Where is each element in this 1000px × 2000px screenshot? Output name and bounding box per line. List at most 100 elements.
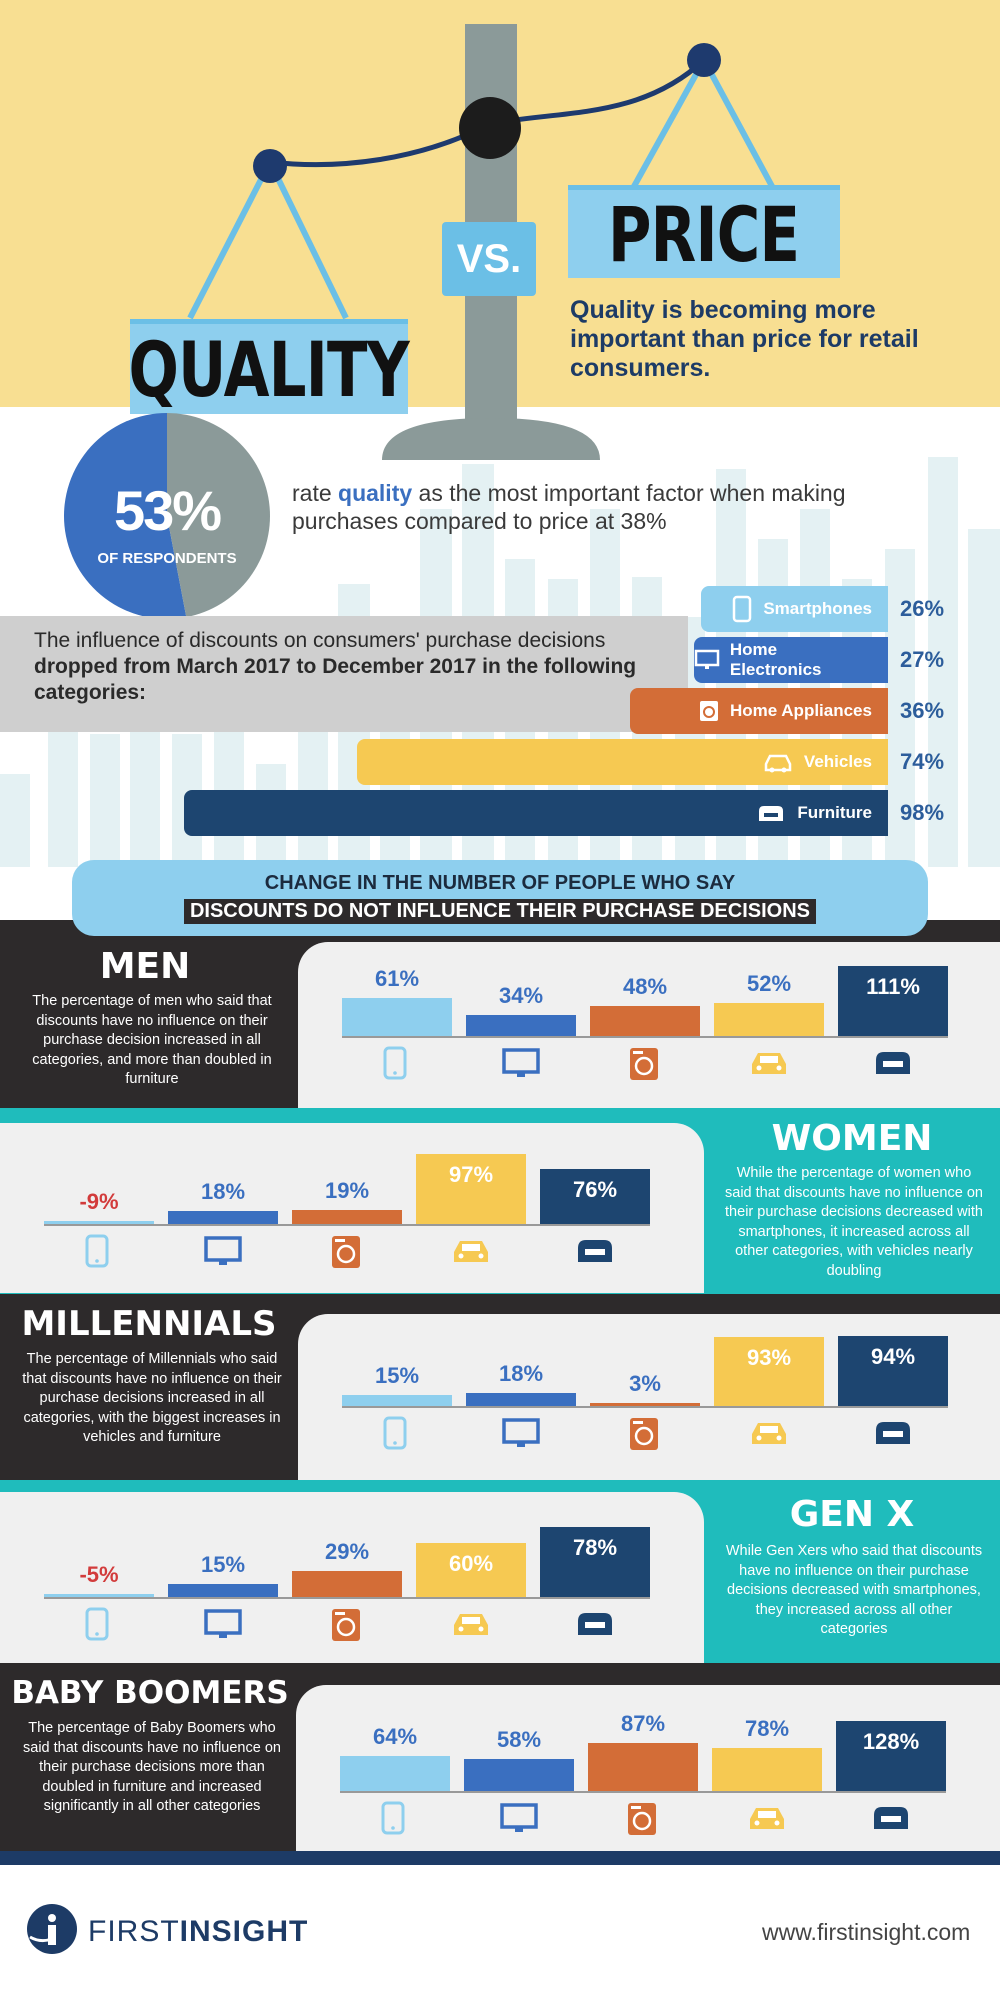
- bar-value-label: 34%: [498, 982, 544, 1008]
- bar-car: [712, 1748, 822, 1791]
- monitor-icon: [499, 1801, 539, 1842]
- washer-icon: [327, 1234, 367, 1275]
- section-title: WOMEN: [771, 1118, 933, 1159]
- car-icon: [747, 1801, 787, 1842]
- section-men: MEN The percentage of men who said that …: [0, 936, 1000, 1114]
- category-value: 74%: [900, 749, 945, 774]
- bar-value-label: 93%: [746, 1344, 792, 1370]
- firstinsight-logo-icon: [27, 1904, 77, 1954]
- bar-value-label: 29%: [324, 1538, 370, 1564]
- discount-intro-line1: The influence of discounts on consumers'…: [34, 629, 606, 652]
- pie-slice-quality: [63, 413, 187, 619]
- category-bar-vehicles: Vehicles: [356, 739, 888, 785]
- sofa-icon: [873, 1046, 913, 1087]
- section-description: The percentage of men who said that disc…: [32, 993, 272, 1087]
- bar-value-label: 19%: [324, 1178, 370, 1204]
- bar-sofa: [540, 1527, 650, 1597]
- footer-url[interactable]: www.firstinsight.com: [762, 1919, 971, 1945]
- pie-slice-other: [167, 413, 270, 618]
- section-genx: GEN X While Gen Xers who said that disco…: [0, 1480, 1000, 1663]
- bar-value-label: 52%: [746, 971, 792, 997]
- change-banner: CHANGE IN THE NUMBER OF PEOPLE WHO SAY D…: [72, 860, 928, 936]
- smartphone-icon: [733, 595, 752, 623]
- section-baby-boomers: BABY BOOMERS The percentage of Baby Boom…: [0, 1663, 1000, 1851]
- footer-brand-light: FIRST: [88, 1915, 180, 1948]
- bar-value-label: 78%: [744, 1716, 790, 1742]
- bar-value-label: 97%: [448, 1162, 494, 1187]
- bar-smartphone: [342, 997, 452, 1036]
- monitor-icon: [501, 1046, 541, 1087]
- car-icon: [764, 754, 792, 773]
- section-description: While Gen Xers who said that discounts h…: [725, 1543, 983, 1637]
- sofa-icon: [873, 1416, 913, 1457]
- category-label: Vehicles: [803, 752, 872, 771]
- footer-brand[interactable]: FIRSTINSIGHT: [88, 1915, 308, 1949]
- footer-stripe: [0, 1851, 1000, 1865]
- category-bar-furniture: Furniture: [184, 790, 888, 836]
- section-millennials: MILLENNIALS The percentage of Millennial…: [0, 1294, 1000, 1480]
- discount-intro-panel: The influence of discounts on consumers'…: [0, 616, 688, 732]
- bar-value-label: 61%: [374, 965, 420, 991]
- chart-baseline: [342, 1036, 948, 1038]
- washer-icon: [623, 1801, 663, 1842]
- bar-washer: [292, 1210, 402, 1224]
- stat-text: rate quality as the most important facto…: [292, 479, 892, 535]
- price-label: PRICE: [608, 189, 800, 279]
- stat-text-pre: rate: [292, 480, 339, 506]
- bar-monitor: [168, 1583, 278, 1597]
- car-icon: [451, 1607, 491, 1648]
- bar-washer: [588, 1743, 698, 1791]
- bar-washer: [590, 1403, 700, 1406]
- stat-text-highlight: quality: [338, 480, 413, 506]
- bar-value-label: 128%: [862, 1729, 920, 1754]
- stat-percent: 53%: [113, 479, 222, 542]
- sofa-icon: [759, 806, 784, 821]
- category-label: Home Electronics: [729, 640, 822, 679]
- category-label: Home Appliances: [729, 701, 872, 720]
- washer-icon: [625, 1046, 665, 1087]
- scale-illustration: [187, 24, 777, 460]
- washer-icon: [699, 701, 718, 721]
- bar-value-label: 78%: [572, 1535, 618, 1560]
- bar-car: [714, 1003, 824, 1036]
- change-banner-line1: CHANGE IN THE NUMBER OF PEOPLE WHO SAY: [264, 872, 736, 894]
- category-value: 36%: [900, 698, 945, 723]
- bar-value-label: 18%: [200, 1179, 246, 1204]
- category-bar-home-appliances: Home Appliances: [629, 688, 888, 734]
- bar-value-label: 94%: [870, 1344, 916, 1369]
- bar-value-label: 87%: [620, 1711, 666, 1737]
- vs-label: VS.: [456, 236, 522, 281]
- bar-value-label: 111%: [866, 974, 920, 999]
- bar-washer: [292, 1570, 402, 1597]
- smartphone-icon: [375, 1801, 415, 1842]
- category-value: 27%: [900, 647, 945, 672]
- category-label: Smartphones: [763, 599, 872, 618]
- quality-pie-chart: [63, 413, 270, 619]
- category-value: 98%: [900, 800, 945, 825]
- section-description: The percentage of Millennials who said t…: [22, 1351, 282, 1445]
- category-label: Furniture: [797, 803, 872, 822]
- sofa-icon: [871, 1801, 911, 1842]
- hero-tagline: Quality is becoming more important than …: [570, 296, 919, 382]
- section-title: GEN X: [789, 1494, 915, 1535]
- bar-sofa: [838, 966, 948, 1036]
- bar-monitor: [466, 1392, 576, 1406]
- bar-car: [714, 1336, 824, 1406]
- section-title: BABY BOOMERS: [11, 1675, 289, 1711]
- bar-sofa: [540, 1169, 650, 1224]
- smartphone-icon: [377, 1416, 417, 1457]
- bar-value-label: -5%: [79, 1562, 119, 1587]
- bar-sofa: [838, 1336, 948, 1406]
- section-women: WOMEN While the percentage of women who …: [0, 1108, 1000, 1294]
- bar-value-label: 15%: [374, 1362, 420, 1388]
- quality-label: QUALITY: [128, 324, 410, 414]
- chart-baseline: [44, 1597, 650, 1599]
- bar-monitor: [464, 1759, 574, 1791]
- stat-text-post: as the most important factor when making…: [292, 480, 846, 534]
- price-sign: PRICE: [568, 185, 840, 279]
- car-icon: [749, 1046, 789, 1087]
- bar-value-label: 60%: [448, 1551, 494, 1577]
- car-icon: [749, 1416, 789, 1457]
- monitor-icon: [694, 649, 720, 669]
- quality-sign: QUALITY: [128, 319, 410, 414]
